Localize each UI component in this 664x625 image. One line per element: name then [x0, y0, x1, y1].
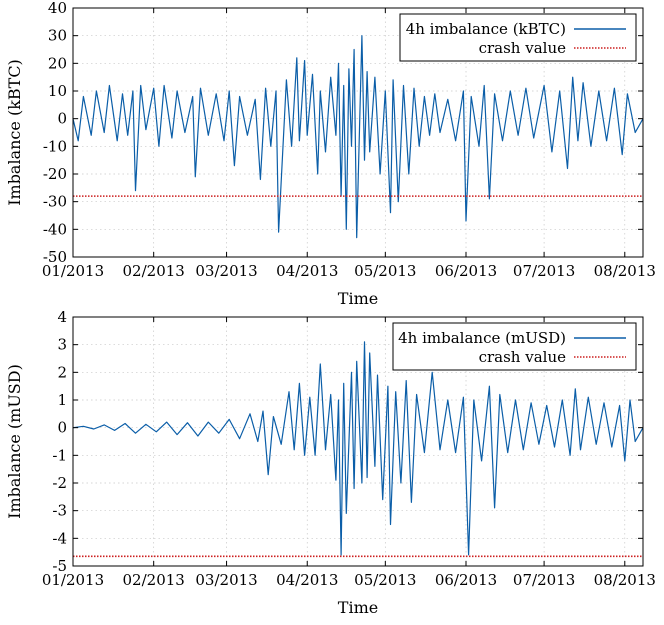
y-axis-label: Imbalance (mUSD) [5, 364, 24, 519]
chart-kbtc: -50 -40 -30 -20 -10 0 10 20 30 40 01/2013 02/2013 03… [5, 0, 656, 308]
x-tick-label: 01/2013 [42, 571, 104, 589]
y-tick-label: -10 [43, 137, 67, 155]
x-tick-label: 08/2013 [594, 262, 656, 280]
y-tick-label: -30 [43, 193, 67, 211]
y-tick-label: -2 [52, 474, 67, 492]
chart-musd: -5 -4 -3 -2 -1 0 1 2 3 4 01/2013 02/2013 03/2013 04/2… [5, 308, 656, 617]
series-line-imbalance [72, 341, 644, 556]
x-tick-label: 07/2013 [513, 262, 575, 280]
x-tick-label: 04/2013 [276, 262, 338, 280]
x-tick-label: 05/2013 [354, 571, 416, 589]
y-tick-label: -50 [43, 248, 67, 266]
y-tick-label: 30 [48, 27, 67, 45]
legend-box [399, 13, 637, 62]
legend-label: 4h imbalance (kBTC) [406, 20, 566, 38]
y-tick-label: -1 [52, 446, 67, 464]
plot-frame [72, 7, 644, 258]
y-tick-label: -3 [52, 502, 67, 520]
y-tick-label: 0 [57, 110, 67, 128]
y-tick-label: 40 [48, 0, 67, 17]
y-tick-label: 1 [57, 391, 67, 409]
x-tick-label: 07/2013 [513, 571, 575, 589]
x-tick-label: 03/2013 [195, 571, 257, 589]
series-line-imbalance [72, 35, 644, 239]
y-tick-label: 20 [48, 54, 67, 72]
y-tick-label: 4 [57, 308, 67, 326]
legend-label: 4h imbalance (mUSD) [398, 329, 566, 347]
y-tick-label: 10 [48, 82, 67, 100]
legend-box [392, 322, 637, 371]
x-tick-label: 01/2013 [42, 262, 104, 280]
y-tick-label: 0 [57, 419, 67, 437]
x-tick-label: 02/2013 [123, 571, 185, 589]
y-axis-label: Imbalance (kBTC) [5, 59, 24, 206]
x-tick-label: 06/2013 [435, 262, 497, 280]
legend-label: crash value [479, 39, 567, 57]
y-tick-label: -5 [52, 557, 67, 575]
x-tick-label: 02/2013 [123, 262, 185, 280]
y-tick-label: -40 [43, 220, 67, 238]
y-tick-label: 3 [57, 336, 67, 354]
legend-label: crash value [479, 348, 567, 366]
y-tick-label: -4 [52, 529, 67, 547]
x-tick-label: 05/2013 [354, 262, 416, 280]
y-tick-label: 2 [57, 363, 67, 381]
plot-frame [72, 316, 644, 567]
x-tick-label: 04/2013 [276, 571, 338, 589]
x-tick-label: 08/2013 [594, 571, 656, 589]
x-axis-label: Time [338, 598, 378, 617]
x-tick-label: 03/2013 [195, 262, 257, 280]
y-tick-label: -20 [43, 165, 67, 183]
x-tick-label: 06/2013 [435, 571, 497, 589]
x-axis-label: Time [338, 289, 378, 308]
